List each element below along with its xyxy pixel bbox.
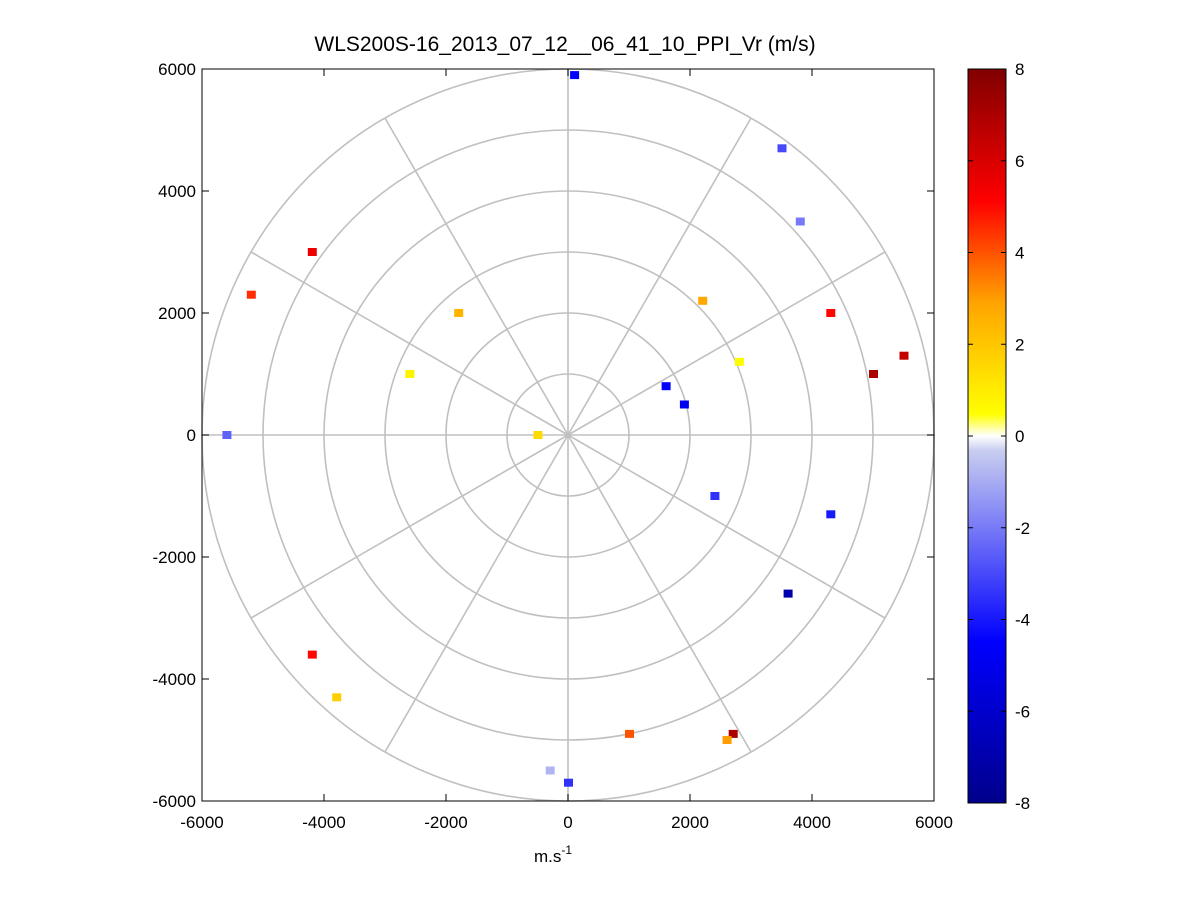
gate-point: [710, 492, 720, 500]
colorbar-tick-label: -2: [1015, 519, 1030, 538]
x-tick-label: -6000: [180, 813, 223, 832]
x-axis-label: m.s-1: [534, 843, 572, 866]
y-tick-label: 2000: [158, 304, 196, 323]
chart-title: WLS200S-16_2013_07_12__06_41_10_PPI_Vr (…: [314, 33, 815, 56]
gate-point: [698, 296, 708, 305]
y-tick-label: 6000: [158, 60, 196, 79]
gate-point: [246, 290, 256, 299]
azimuth-spoke: [384, 117, 569, 436]
y-axis-ticks: -6000 -4000 -2000 0 2000 4000 6000: [153, 60, 934, 811]
x-tick-label: -2000: [424, 813, 467, 832]
azimuth-spoke: [250, 251, 569, 436]
gate-point: [570, 71, 580, 80]
x-axis-label-exponent: -1: [561, 843, 572, 857]
gate-point: [783, 589, 793, 598]
gate-point: [899, 351, 909, 360]
gate-point: [533, 431, 543, 439]
gate-point: [661, 382, 671, 391]
colorbar-tick-label: 0: [1015, 427, 1024, 446]
colorbar-tick-label: -4: [1015, 611, 1030, 630]
azimuth-spoke: [567, 117, 752, 436]
x-tick-label: -4000: [302, 813, 345, 832]
colorbar-tick-label: -6: [1015, 702, 1030, 721]
y-tick-label: -4000: [153, 670, 196, 689]
gate-point: [777, 144, 787, 153]
gate-point: [625, 729, 634, 738]
azimuth-spoke: [567, 434, 886, 619]
azimuth-spoke: [567, 434, 752, 753]
gate-point: [734, 357, 744, 366]
gate-point: [826, 309, 836, 317]
x-tick-label: 4000: [793, 813, 831, 832]
gate-point: [869, 370, 878, 378]
y-tick-label: -2000: [153, 548, 196, 567]
radar-gates: [222, 71, 909, 787]
x-tick-label: 2000: [671, 813, 709, 832]
colorbar: 8 6 4 2 0 -2 -4 -6 -8: [967, 60, 1030, 813]
gate-point: [454, 309, 464, 317]
gate-point: [545, 766, 555, 775]
y-tick-label: 0: [187, 426, 196, 445]
x-axis-label-base: m.s: [534, 847, 561, 866]
x-tick-label: 0: [563, 813, 572, 832]
azimuth-spoke: [567, 251, 886, 436]
colorbar-tick-label: 2: [1015, 335, 1024, 354]
gate-point: [307, 248, 317, 256]
gate-point: [405, 370, 415, 378]
gate-point: [222, 431, 232, 439]
colorbar-tick-label: -8: [1015, 794, 1030, 813]
colorbar-gradient: [967, 68, 1007, 804]
gate-point: [722, 736, 732, 744]
gate-point: [795, 217, 805, 226]
x-axis-ticks: -6000 -4000 -2000 0 2000 4000 6000: [180, 69, 953, 832]
gate-point: [307, 650, 317, 659]
gate-point: [826, 510, 836, 519]
y-tick-label: -6000: [153, 792, 196, 811]
azimuth-spoke: [384, 434, 569, 753]
gate-point: [679, 400, 689, 409]
gate-point: [728, 729, 738, 738]
x-tick-label: 6000: [915, 813, 953, 832]
y-tick-label: 4000: [158, 182, 196, 201]
colorbar-tick-label: 6: [1015, 152, 1024, 171]
gate-point: [564, 778, 573, 787]
gate-point: [332, 693, 342, 702]
colorbar-tick-label: 8: [1015, 60, 1024, 79]
azimuth-spoke: [250, 434, 569, 619]
colorbar-tick-label: 4: [1015, 244, 1024, 263]
